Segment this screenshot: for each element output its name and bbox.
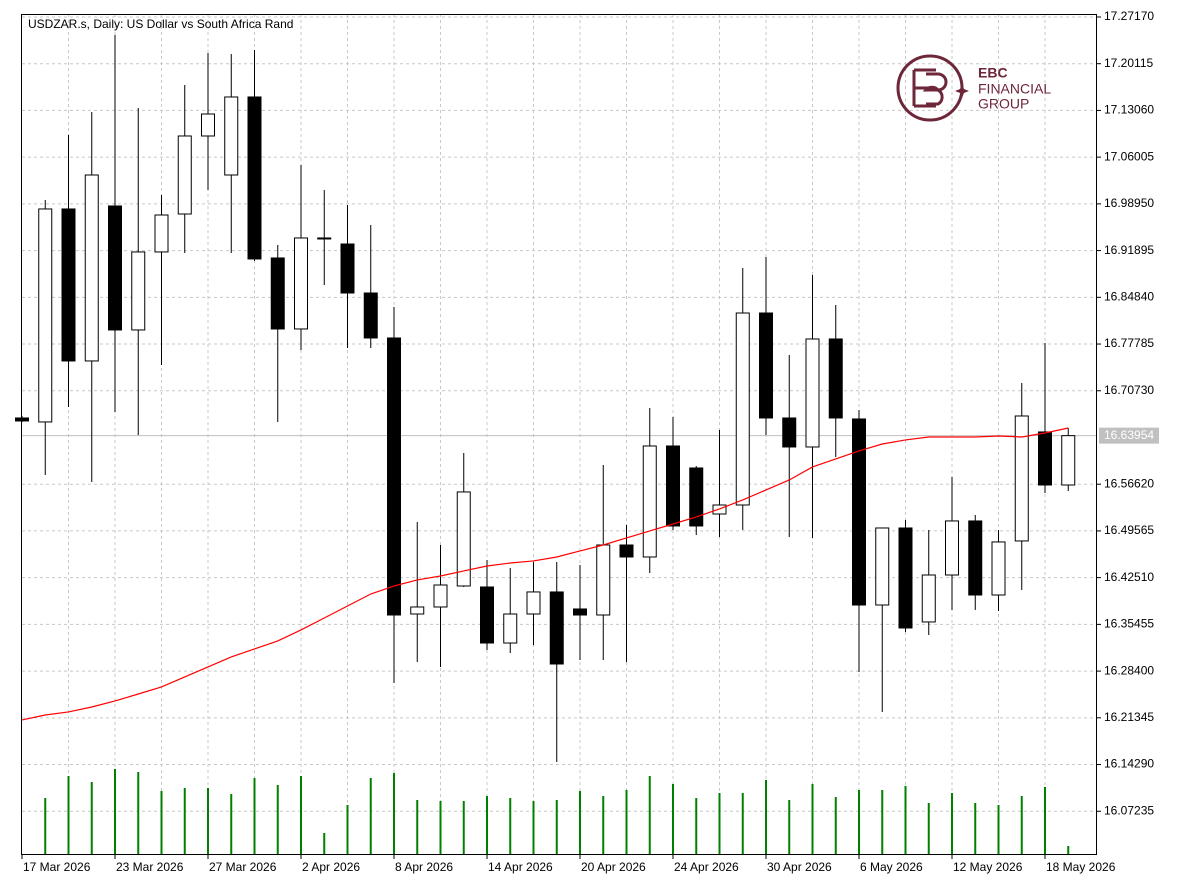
y-tick-label: 16.35455 — [1104, 617, 1154, 631]
logo-text: GROUP — [978, 96, 1029, 112]
candle-body — [433, 584, 448, 608]
x-tick-label: 27 Mar 2026 — [209, 860, 277, 874]
candle-body — [549, 591, 564, 665]
plot-frame — [21, 14, 1097, 855]
candle-body — [131, 251, 146, 331]
moving-average — [21, 427, 1069, 721]
candle-body — [84, 174, 99, 362]
y-tick-label: 16.21345 — [1104, 710, 1154, 724]
x-tick-label: 2 Apr 2026 — [302, 860, 360, 874]
candle-body — [294, 237, 308, 330]
current-price-label: 16.63954 — [1104, 428, 1154, 442]
x-tick-label: 18 May 2026 — [1046, 860, 1116, 874]
x-tick-label: 23 Mar 2026 — [116, 860, 184, 874]
y-tick-label: 16.84840 — [1104, 289, 1154, 303]
candle-body — [410, 606, 425, 615]
candle-body — [945, 520, 959, 576]
y-tick-label: 16.56620 — [1104, 476, 1154, 490]
current-price-box — [1099, 427, 1159, 444]
candle-body — [340, 243, 355, 294]
x-tick-label: 24 Apr 2026 — [674, 860, 739, 874]
plot — [15, 34, 1076, 855]
candle-body — [363, 292, 378, 339]
candle-body — [573, 608, 587, 616]
candle-body — [968, 520, 983, 596]
candle-body — [666, 445, 680, 527]
y-tick-label: 16.70730 — [1104, 383, 1154, 397]
logo-text: EBC — [978, 65, 1008, 81]
candle-body — [782, 417, 797, 448]
candle-body — [177, 135, 192, 215]
candle-body — [108, 205, 122, 331]
candle-body — [1014, 415, 1029, 542]
candle-body — [875, 527, 890, 606]
candle-body — [387, 337, 401, 616]
candle-body — [270, 257, 285, 330]
candle-body — [456, 491, 471, 587]
x-tick-label: 12 May 2026 — [953, 860, 1023, 874]
candle-body — [526, 591, 541, 615]
candle-body — [921, 574, 936, 623]
x-tick-label: 17 Mar 2026 — [23, 860, 91, 874]
candle-body — [1061, 435, 1076, 486]
logo-mark — [912, 68, 948, 108]
y-tick-label: 16.91895 — [1104, 243, 1154, 257]
candle-body — [1038, 431, 1052, 486]
x-tick-label: 30 Apr 2026 — [767, 860, 832, 874]
logo: EBC FINANCIAL GROUP — [896, 54, 1051, 122]
x-tick-label: 20 Apr 2026 — [581, 860, 646, 874]
candle-body — [898, 527, 913, 629]
x-tick-label: 8 Apr 2026 — [395, 860, 453, 874]
y-tick-label: 17.20115 — [1104, 56, 1153, 70]
candle-body — [154, 214, 169, 253]
candle-body — [642, 445, 657, 558]
y-tick-label: 16.42510 — [1104, 570, 1154, 584]
candle-body — [503, 613, 518, 644]
candle-body — [852, 418, 866, 606]
candle-body — [61, 208, 76, 362]
y-tick-label: 16.07235 — [1104, 803, 1154, 817]
candle-body — [619, 544, 634, 558]
y-tick-label: 17.27170 — [1104, 9, 1154, 23]
candle-body — [317, 237, 332, 240]
candle-body — [480, 586, 494, 644]
candle-body — [38, 208, 53, 423]
y-tick-label: 16.77785 — [1104, 336, 1154, 350]
candle-body — [805, 338, 820, 448]
y-tick-label: 17.13060 — [1104, 103, 1154, 117]
candle-body — [224, 96, 239, 176]
y-tick-label: 16.98950 — [1104, 196, 1154, 210]
candle-body — [991, 541, 1006, 596]
logo-star — [955, 84, 969, 98]
y-tick-label: 17.06005 — [1104, 149, 1154, 163]
candle-body — [596, 544, 611, 616]
x-tick-label: 14 Apr 2026 — [488, 860, 553, 874]
candle-body — [735, 312, 750, 506]
chart-title: USDZAR.s, Daily: US Dollar vs South Afri… — [28, 17, 293, 31]
candle-body — [201, 113, 215, 137]
x-tick-label: 6 May 2026 — [860, 860, 923, 874]
logo-text: FINANCIAL — [978, 81, 1051, 97]
y-tick-label: 16.14290 — [1104, 757, 1154, 771]
candle-body — [759, 312, 773, 419]
y-tick-label: 16.49565 — [1104, 523, 1154, 537]
candle-body — [247, 96, 262, 260]
y-tick-label: 16.28400 — [1104, 663, 1154, 677]
candle-body — [828, 338, 843, 419]
candle-body — [689, 467, 704, 527]
